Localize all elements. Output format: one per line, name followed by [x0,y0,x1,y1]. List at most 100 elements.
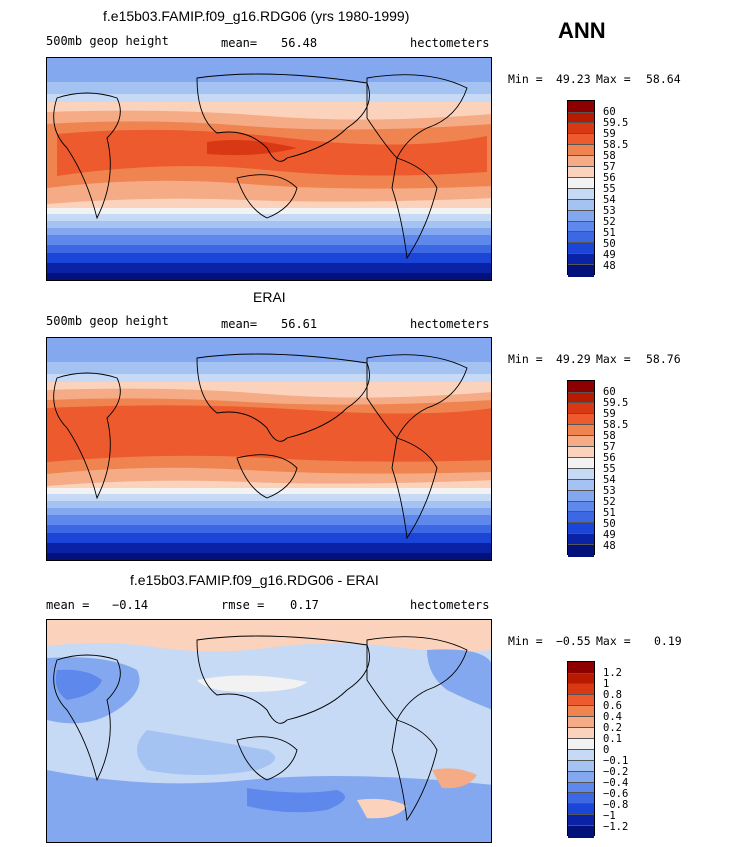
colorbar-swatch [568,221,594,233]
band-plus-0-1-south [357,798,407,819]
continent-outlines [53,73,468,260]
contour-map [47,338,491,560]
colorbar-swatch [568,112,594,124]
colorbar-swatch [568,101,594,113]
units-label: hectometers [410,36,490,50]
colorbar-label: −0.1 [603,755,629,767]
variable-label: 500mb geop height [46,34,169,48]
band-59 [47,405,491,462]
units-label: hectometers [410,317,490,331]
colorbar-swatch [568,145,594,157]
mean-label: mean= [221,317,258,331]
colorbar-swatch [568,662,594,674]
contour-map [47,620,491,842]
band-minus-0-4-south [247,788,345,813]
colorbar-swatch [568,545,594,557]
band-plus-0-2-south [432,768,477,789]
variable-label: 500mb geop height [46,314,169,328]
colorbar-label: 52 [603,496,616,508]
colorbar-swatch [568,815,594,827]
colorbar-swatch [568,156,594,168]
colorbar-label: 58.5 [603,139,629,151]
colorbar-swatch [568,134,594,146]
band-midlat-north-2 [47,374,491,382]
continent-outlines [53,635,468,822]
max-label: Max = [596,634,631,648]
colorbar-swatch [568,232,594,244]
max-value: 58.76 [646,352,681,366]
band-minus-0-4-west [55,669,102,700]
colorbar-swatch [568,243,594,255]
map-panel-obs [46,337,492,561]
mean-value: −0.14 [112,598,149,612]
colorbar-label: 56 [603,452,616,464]
colorbar-swatch [568,793,594,805]
band-polar-north [47,338,491,362]
colorbar-swatch [568,534,594,546]
colorbar-label: 51 [603,507,616,519]
colorbar-label: 53 [603,485,616,497]
colorbar-swatch [568,717,594,729]
colorbar-label: 51 [603,227,616,239]
colorbar-label: 59.5 [603,397,629,409]
band-minus-0-2-east [427,649,491,710]
colorbar-label: 52 [603,216,616,228]
colorbar-label: 54 [603,474,616,486]
contour-map [47,58,491,280]
colorbar-label: 57 [603,441,616,453]
colorbar-label: −0.2 [603,766,629,778]
colorbar-label: 50 [603,238,616,250]
band-midlat-north-2 [47,94,491,102]
colorbar-swatch [568,501,594,513]
band-polar-north [47,58,491,82]
min-value: 49.23 [556,72,591,86]
colorbar-label: 50 [603,518,616,530]
colorbar-label: 60 [603,386,616,398]
max-value: 0.19 [654,634,682,648]
mean-label: mean= [221,36,258,50]
colorbar-swatch [568,738,594,750]
colorbar-swatch [568,403,594,415]
colorbar-label: 55 [603,463,616,475]
colorbar-swatch [568,826,594,838]
colorbar-swatch [568,392,594,404]
colorbar-swatch [568,123,594,135]
mean-value: 56.61 [281,317,318,331]
continent-outlines [53,353,468,540]
colorbar-label: 59 [603,128,616,140]
colorbar-swatch [568,188,594,200]
colorbar-swatch [568,782,594,794]
colorbar-swatch [568,457,594,469]
colorbar-label: 54 [603,194,616,206]
colorbar-label: −0.8 [603,799,629,811]
band-minus-0-1-trop [137,730,275,775]
colorbar-label: 58 [603,150,616,162]
colorbar-swatch [568,749,594,761]
colorbar-label: 59.5 [603,117,629,129]
panel-title: ERAI [253,289,286,305]
colorbar-swatch [568,436,594,448]
max-value: 58.64 [646,72,681,86]
colorbar-label: 58 [603,430,616,442]
colorbar-swatch [568,381,594,393]
colorbar-label: 1.2 [603,667,622,679]
colorbar-label: 0.8 [603,689,622,701]
min-label: Min = [508,634,543,648]
min-value: −0.55 [556,634,591,648]
colorbar-label: 48 [603,540,616,552]
colorbar-model [567,100,595,277]
band-midlat-north [47,82,491,94]
min-label: Min = [508,352,543,366]
colorbar-swatch [568,447,594,458]
colorbar-swatch [568,673,594,685]
colorbar-label: −0.6 [603,788,629,800]
colorbar-swatch [568,760,594,772]
colorbar-label: −0.4 [603,777,629,789]
map-panel-model [46,57,492,281]
colorbar-swatch [568,210,594,222]
colorbar-label: 0 [603,744,610,756]
colorbar-swatch [568,425,594,437]
colorbar-label: 49 [603,529,616,541]
colorbar-label: 1 [603,678,610,690]
colorbar-label: −1.2 [603,821,629,833]
